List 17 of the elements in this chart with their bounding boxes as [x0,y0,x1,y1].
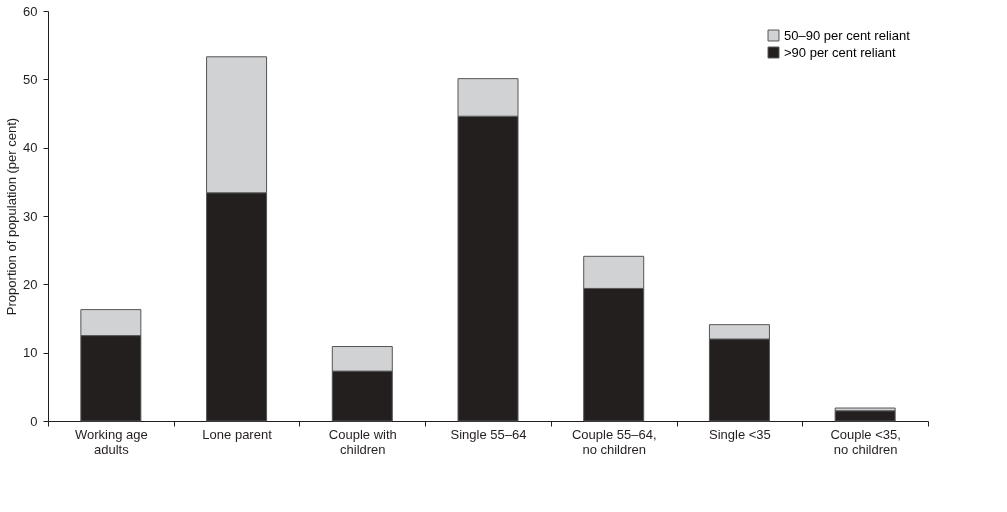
x-tick-label: Working age adults [74,426,148,457]
legend-label: 50–90 per cent reliant [784,27,911,43]
y-tick-label: 20 [23,276,38,292]
y-tick-label: 40 [23,140,38,156]
y-tick-label: 60 [23,3,38,19]
x-tick-label: Couple 55–64, no children [571,426,657,457]
x-tick-label: Couple <35, no children [830,426,901,457]
y-axis-title: Proportion of population (per cent) [4,117,20,316]
y-tick-label: 10 [23,345,38,361]
x-tick-label: Single 55–64 [450,426,527,442]
y-tick-label: 0 [30,413,38,429]
x-tick-label: Lone parent [202,426,273,442]
y-tick-label: 30 [23,208,38,224]
x-tick-label: Couple with children [328,426,397,457]
legend-label: >90 per cent reliant [784,44,897,60]
y-tick-label: 50 [23,71,38,87]
x-tick-label: Single <35 [709,426,771,442]
